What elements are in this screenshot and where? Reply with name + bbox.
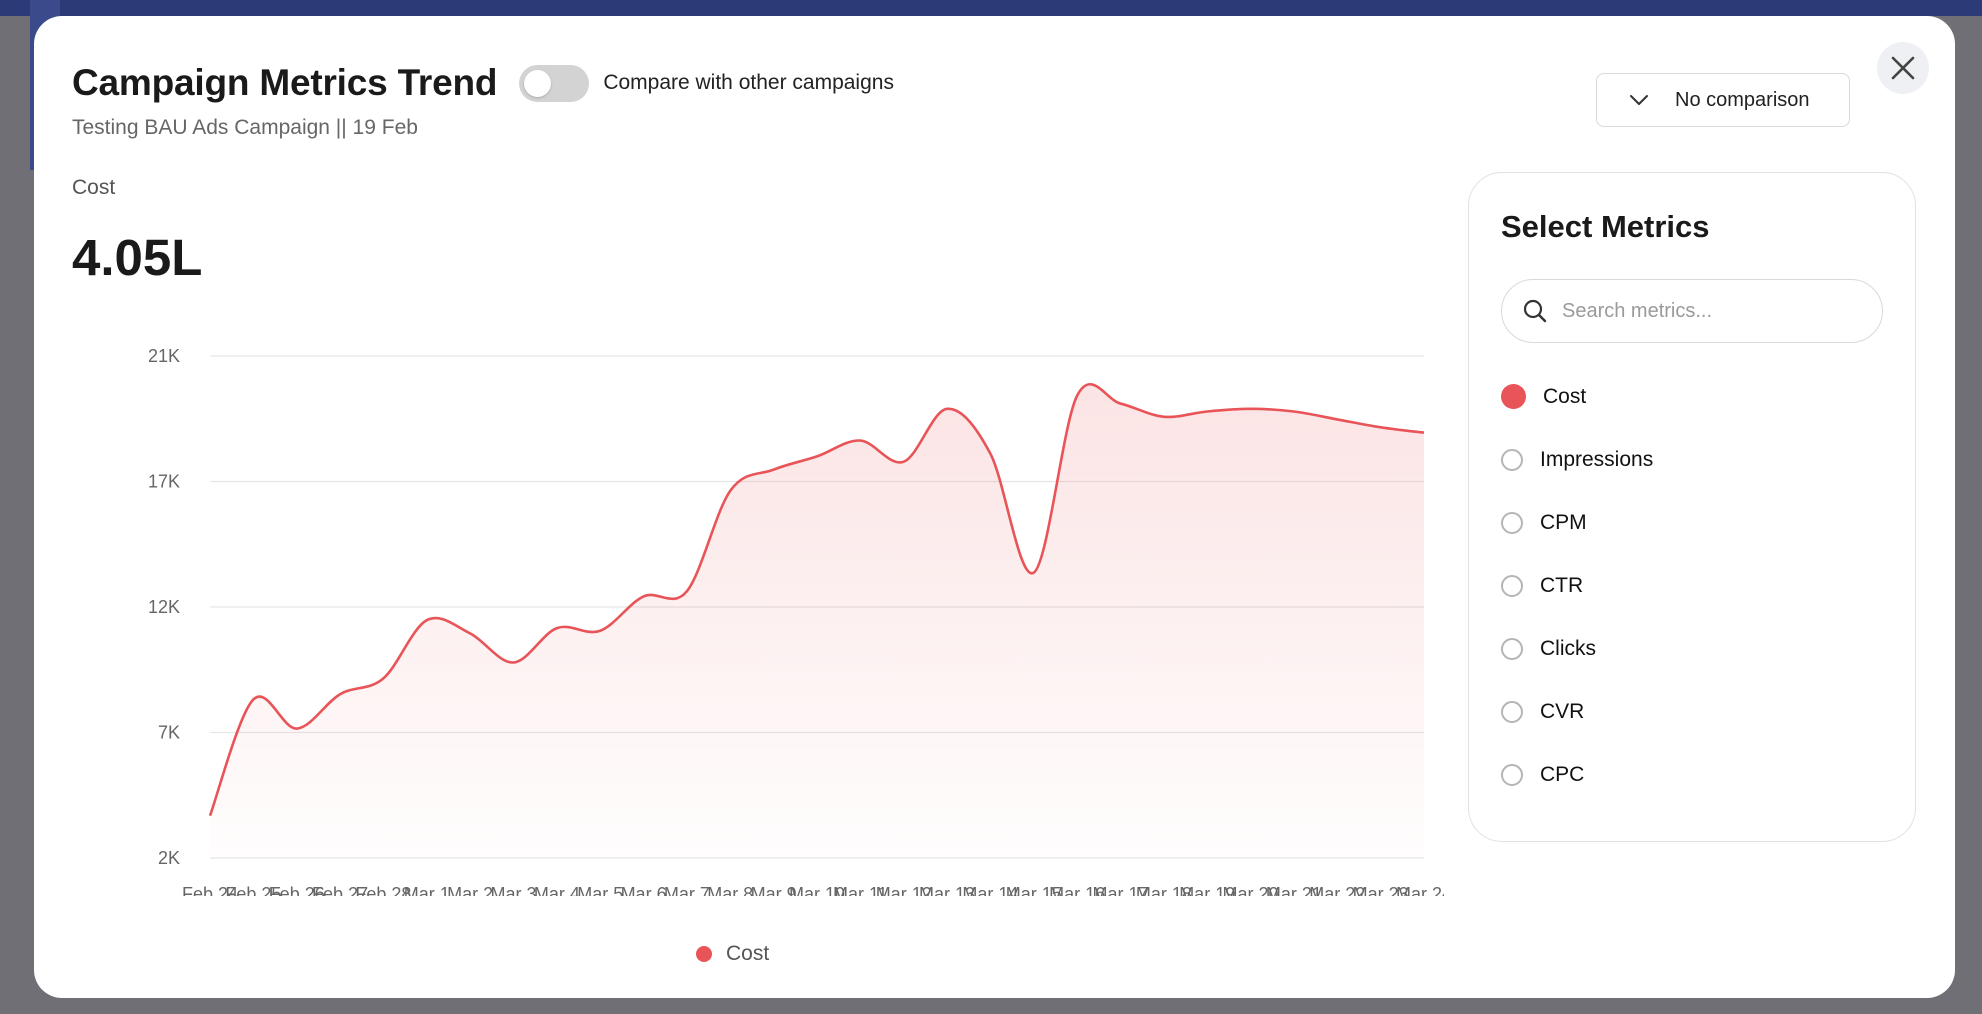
radio-button[interactable]: [1501, 448, 1523, 471]
cost-series-line: [208, 382, 1425, 817]
x-tick-label: Mar 24: [1396, 884, 1444, 896]
select-metrics-panel: Select Metrics Cost Impressions CPM CTR Clic…: [1468, 172, 1916, 842]
legend-marker: [696, 946, 712, 962]
metric-option-cpc[interactable]: CPC: [1501, 743, 1653, 806]
radio-button[interactable]: [1501, 511, 1523, 534]
metric-option-label: CPM: [1540, 510, 1587, 534]
metric-option-label: Impressions: [1540, 447, 1654, 471]
close-icon: [1891, 56, 1915, 80]
metrics-search-box: [1501, 279, 1883, 343]
metric-option-ctr[interactable]: CTR: [1501, 554, 1653, 617]
search-icon: [1523, 299, 1547, 323]
x-tick-label: Mar 8: [707, 884, 753, 896]
cost-area-fill: [210, 384, 1424, 858]
close-button[interactable]: [1877, 42, 1929, 94]
metric-option-label: Clicks: [1540, 636, 1596, 660]
radio-button[interactable]: [1501, 700, 1523, 723]
panel-title: Select Metrics: [1501, 209, 1710, 244]
metric-option-label: CPC: [1540, 762, 1585, 786]
x-tick-label: Mar 1: [404, 884, 450, 896]
modal-title: Campaign Metrics Trend: [72, 62, 498, 103]
metric-option-cvr[interactable]: CVR: [1501, 680, 1653, 743]
compare-toggle-label: Compare with other campaigns: [603, 71, 894, 94]
x-tick-label: Mar 6: [621, 884, 667, 896]
metric-option-clicks[interactable]: Clicks: [1501, 617, 1653, 680]
chart-legend: Cost: [696, 942, 769, 966]
title-row: Campaign Metrics Trend Compare with othe…: [72, 58, 894, 108]
comparison-selected: No comparison: [1675, 88, 1810, 111]
x-tick-label: Mar 3: [490, 884, 536, 896]
metric-list: Cost Impressions CPM CTR Clicks CVR CPC: [1501, 365, 1653, 806]
comparison-dropdown[interactable]: No comparison: [1596, 73, 1850, 127]
search-input[interactable]: [1560, 298, 1864, 324]
chevron-down-icon: [1630, 95, 1648, 105]
y-tick-label: 7K: [158, 723, 180, 743]
metric-label: Cost: [72, 176, 116, 199]
legend-label: Cost: [726, 942, 770, 965]
y-tick-label: 2K: [158, 848, 180, 868]
metric-option-label: CVR: [1540, 699, 1585, 723]
metric-option-cpm[interactable]: CPM: [1501, 491, 1653, 554]
radio-button[interactable]: [1501, 574, 1523, 597]
campaign-subtitle: Testing BAU Ads Campaign || 19 Feb: [72, 116, 418, 139]
y-tick-label: 17K: [148, 472, 180, 492]
y-tick-label: 12K: [148, 597, 180, 617]
compare-toggle[interactable]: [519, 64, 590, 102]
metrics-trend-modal: Campaign Metrics Trend Compare with othe…: [34, 16, 1955, 998]
metric-option-cost[interactable]: Cost: [1501, 365, 1653, 428]
x-tick-label: Mar 2: [447, 884, 493, 896]
y-tick-label: 21K: [148, 346, 180, 366]
radio-button[interactable]: [1501, 384, 1526, 409]
radio-button[interactable]: [1501, 637, 1523, 660]
metric-total-value: 4.05L: [72, 229, 203, 286]
x-tick-label: Mar 5: [577, 884, 623, 896]
cost-trend-chart: 21K 17K 12K 7K 2K Feb 24 Feb 25 Feb 26 Feb 27 Feb…: [114, 326, 1452, 904]
metric-option-label: CTR: [1540, 573, 1584, 597]
x-tick-label: Mar 7: [664, 884, 710, 896]
x-tick-label: Mar 4: [534, 884, 580, 896]
background-header: [0, 0, 1982, 16]
metric-option-label: Cost: [1543, 384, 1587, 408]
metric-option-impressions[interactable]: Impressions: [1501, 428, 1653, 491]
toggle-knob: [524, 69, 552, 97]
radio-button[interactable]: [1501, 763, 1523, 786]
